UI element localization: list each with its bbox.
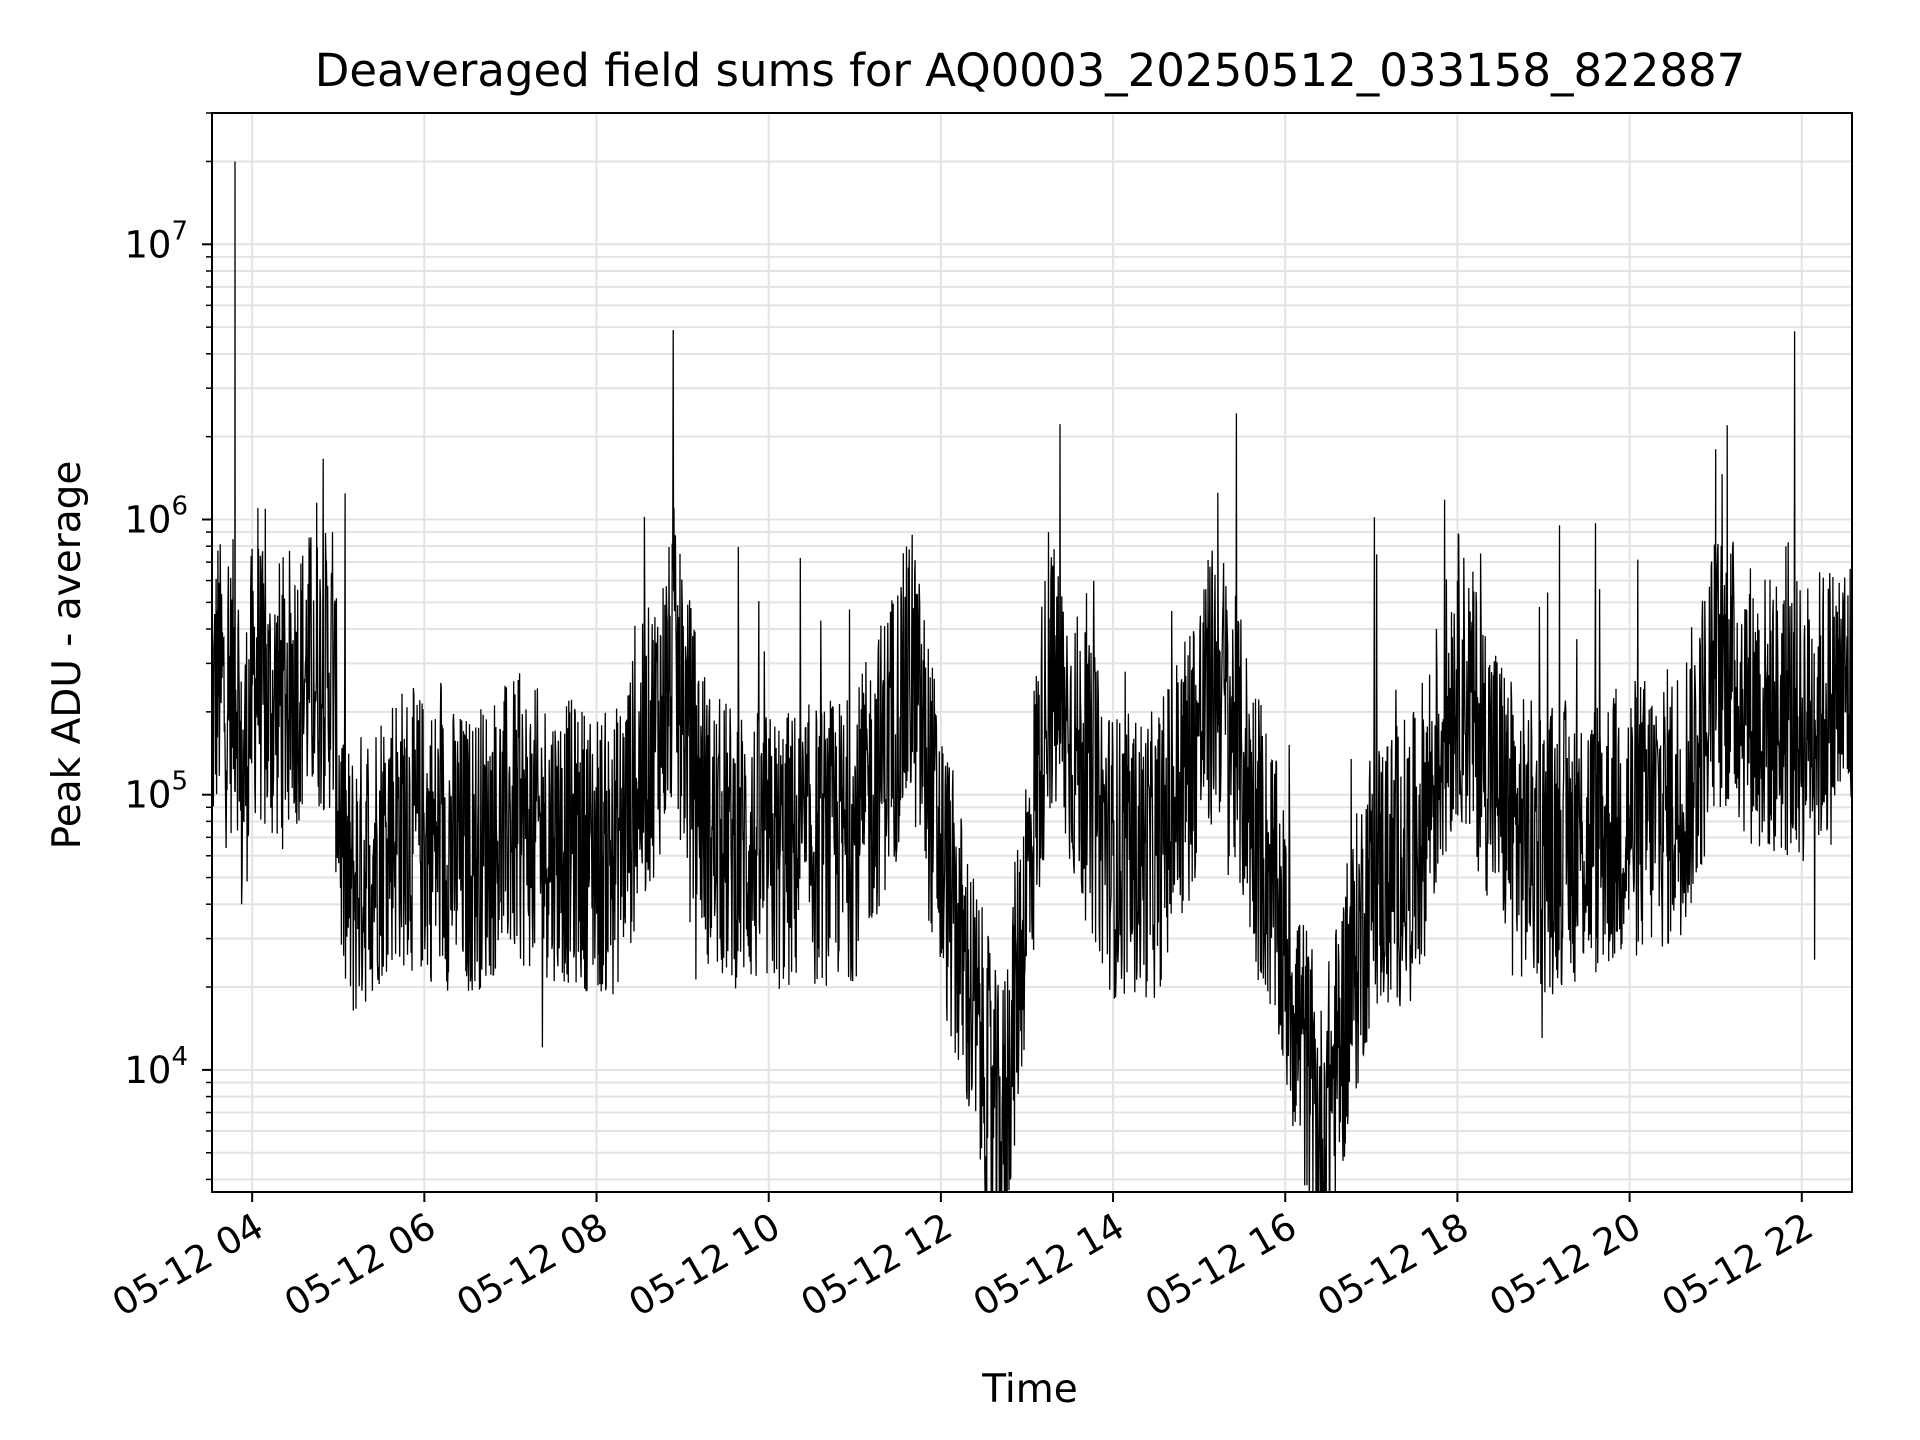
y-tick-label: 104 <box>124 1042 188 1092</box>
y-tick-label-exponent: 4 <box>171 1042 188 1072</box>
series-line <box>212 161 1852 1192</box>
series-layer <box>212 161 1852 1192</box>
y-tick-label-base: 10 <box>124 499 171 542</box>
y-tick-label-base: 10 <box>124 223 171 266</box>
y-tick-label-base: 10 <box>124 774 171 817</box>
y-tick-label-exponent: 7 <box>171 216 188 246</box>
y-tick-label-exponent: 6 <box>171 492 188 522</box>
y-axis-label: Peak ADU - average <box>45 461 90 850</box>
plot-frame <box>211 112 1853 1193</box>
chart-title: Deaveraged field sums for AQ0003_2025051… <box>315 44 1746 97</box>
x-axis-label: Time <box>981 1367 1077 1412</box>
y-tick-label-exponent: 5 <box>171 767 188 797</box>
y-tick-label: 105 <box>124 767 188 817</box>
y-tick-label: 107 <box>124 216 188 266</box>
y-tick-label-base: 10 <box>124 1049 171 1092</box>
y-tick-label: 106 <box>124 492 188 542</box>
